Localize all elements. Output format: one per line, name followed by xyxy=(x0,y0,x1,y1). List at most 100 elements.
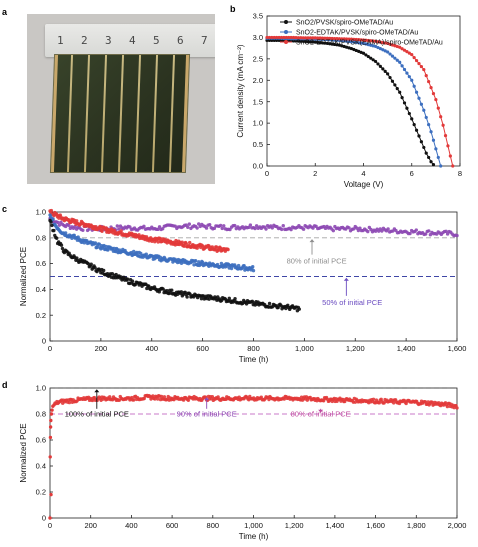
annotation-label: 80% of initial PCE xyxy=(291,410,351,419)
legend-entry: SnO2-EDTAK/PVSK/spiro-OMeTAD/Au xyxy=(296,30,418,37)
x-tick-label: 1,400 xyxy=(326,521,345,530)
jv-point xyxy=(361,51,366,55)
jv-point xyxy=(332,36,337,41)
jv-point xyxy=(434,97,438,102)
stability-point xyxy=(186,398,191,402)
x-tick-label: 2 xyxy=(313,169,317,178)
stability-point xyxy=(125,277,130,281)
stability-point xyxy=(145,286,149,291)
stability-point xyxy=(242,264,246,268)
stability-point xyxy=(72,233,76,237)
x-tick-label: 0 xyxy=(265,169,269,178)
jv-point xyxy=(390,54,395,58)
jv-point xyxy=(301,36,305,40)
jv-point xyxy=(427,155,431,160)
stability-point xyxy=(48,425,53,429)
jv-point xyxy=(381,67,385,71)
jv-point xyxy=(357,49,361,54)
jv-point xyxy=(398,45,402,49)
jv-point xyxy=(335,37,339,41)
y-tick-label: 0.5 xyxy=(253,140,263,149)
y-tick-label: 2.5 xyxy=(253,54,263,63)
stability-point xyxy=(380,229,384,233)
stability-point xyxy=(282,397,287,401)
jv-point xyxy=(434,147,438,151)
jv-point xyxy=(330,36,334,41)
stability-point xyxy=(218,223,223,228)
x-tick-label: 1,800 xyxy=(407,521,426,530)
jv-point xyxy=(414,90,419,94)
jv-point xyxy=(308,36,313,40)
x-tick-label: 200 xyxy=(95,344,108,353)
stability-point xyxy=(226,247,230,252)
stability-point xyxy=(67,400,72,405)
stability-point xyxy=(101,268,106,273)
jv-point xyxy=(304,36,308,40)
stability-point xyxy=(117,227,121,231)
stability-point xyxy=(60,246,65,251)
jv-point xyxy=(429,130,433,134)
stability-point xyxy=(135,250,139,255)
jv-point xyxy=(337,37,341,41)
stability-point xyxy=(207,223,212,227)
jv-point xyxy=(407,51,411,55)
stability-point xyxy=(93,265,97,270)
jv-point xyxy=(342,37,346,41)
stability-point xyxy=(193,259,198,263)
jv-point xyxy=(371,39,375,43)
stability-point xyxy=(267,301,272,306)
jv-point xyxy=(369,39,373,43)
stability-point xyxy=(153,397,157,401)
panel-label-b: b xyxy=(230,4,236,14)
stability-point xyxy=(49,220,53,224)
jv-point xyxy=(431,138,436,142)
jv-point xyxy=(436,155,440,160)
y-tick-label: 0.2 xyxy=(36,488,46,497)
x-tick-label: 6 xyxy=(410,169,414,178)
jv-point xyxy=(383,69,387,73)
y-tick-label: 0.2 xyxy=(36,311,46,320)
jv-point xyxy=(306,40,310,44)
jv-point xyxy=(429,85,433,90)
stability-point xyxy=(142,396,146,401)
jv-point xyxy=(316,40,320,45)
stability-point xyxy=(386,227,390,231)
jv-point xyxy=(400,96,404,100)
stability-point xyxy=(423,232,428,236)
jv-point xyxy=(417,61,421,66)
stability-point xyxy=(156,227,160,232)
stability-point xyxy=(297,307,301,311)
x-tick-label: 2,000 xyxy=(448,521,467,530)
jv-point xyxy=(383,49,387,53)
jv-point xyxy=(376,62,380,66)
x-tick-label: 1,200 xyxy=(346,344,365,353)
jv-point xyxy=(342,44,346,49)
jv-point xyxy=(381,48,385,52)
stability-point xyxy=(276,305,280,310)
annotation-arrowhead xyxy=(204,397,210,401)
stability-point xyxy=(197,222,201,226)
stability-point xyxy=(222,224,226,228)
x-tick-label: 600 xyxy=(166,521,179,530)
annotation-label: 90% of initial PCE xyxy=(177,410,237,419)
stability-point xyxy=(81,228,85,232)
stability-point xyxy=(371,397,376,401)
jv-point xyxy=(429,160,433,164)
stability-point xyxy=(184,241,188,246)
y-tick-label: 0 xyxy=(42,337,46,346)
jv-point xyxy=(320,36,325,40)
jv-point xyxy=(407,111,411,116)
stability-point xyxy=(50,223,54,228)
stability-point xyxy=(48,435,53,440)
jv-point xyxy=(316,36,320,40)
y-tick-label: 1.0 xyxy=(36,384,46,393)
jv-point xyxy=(284,35,288,40)
stability-point xyxy=(212,226,217,231)
jv-point xyxy=(320,41,325,45)
y-tick-label: 2.0 xyxy=(253,76,263,85)
stability-point xyxy=(157,225,162,229)
jv-point xyxy=(376,40,380,44)
stability-point xyxy=(51,217,55,221)
annotation-arrowhead xyxy=(343,277,349,281)
stability-point xyxy=(187,222,192,226)
